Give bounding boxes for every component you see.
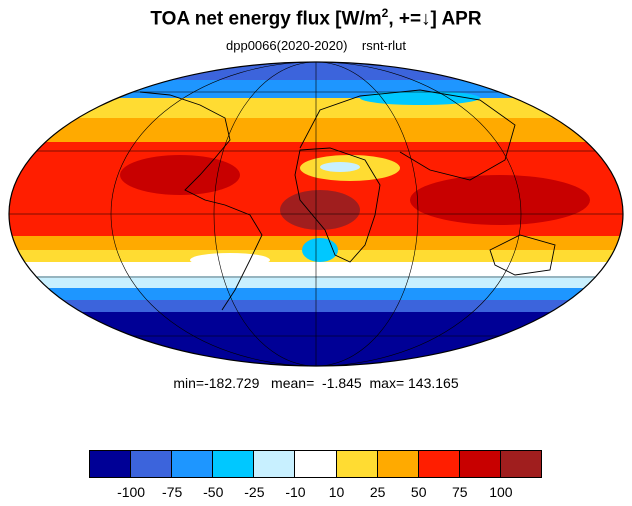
patch-east-pacific bbox=[120, 155, 240, 195]
patch-siberia bbox=[360, 91, 480, 105]
patch-south-pacific bbox=[190, 253, 270, 267]
colorbar-tick-label: 10 bbox=[328, 484, 345, 500]
coast-australia bbox=[489, 234, 556, 276]
colorbar-labels: -100 -75 -50 -25 -10 10 25 50 75 100 bbox=[0, 484, 632, 502]
colorbar-box bbox=[294, 450, 337, 478]
plot-title: TOA net energy flux [W/m2, +=↓] APR bbox=[150, 6, 482, 30]
colorbar-box bbox=[458, 450, 501, 478]
colorbar-box bbox=[417, 450, 460, 478]
colorbar-tick-label: -10 bbox=[285, 484, 306, 500]
coast-eurasia bbox=[299, 89, 516, 181]
coast-africa bbox=[294, 147, 381, 263]
patch-sahara-cool bbox=[320, 162, 360, 172]
colorbar-box bbox=[212, 450, 255, 478]
colorbar bbox=[89, 450, 543, 478]
coastlines bbox=[139, 89, 556, 311]
colorbar-box bbox=[171, 450, 214, 478]
flux-field bbox=[9, 62, 623, 366]
colorbar-box bbox=[130, 450, 173, 478]
colorbar-box bbox=[89, 450, 132, 478]
plot-subtitle: dpp0066(2020-2020) rsnt-rlut bbox=[226, 38, 406, 53]
colorbar-tick-label: 50 bbox=[410, 484, 427, 500]
colorbar-tick-label: -75 bbox=[162, 484, 183, 500]
colorbar-box bbox=[499, 450, 543, 478]
colorbar-box bbox=[376, 450, 419, 478]
statistics-line: min=-182.729 mean= -1.845 max= 143.165 bbox=[173, 375, 459, 391]
colorbar-box bbox=[335, 450, 378, 478]
colorbar-tick-label: 75 bbox=[452, 484, 468, 500]
patch-indo-pacific bbox=[410, 175, 590, 225]
patch-south-atlantic bbox=[302, 238, 338, 262]
colorbar-box bbox=[253, 450, 296, 478]
map-border bbox=[8, 61, 624, 367]
graticule bbox=[9, 62, 623, 366]
colorbar-tick-label: -25 bbox=[244, 484, 265, 500]
colorbar-tick-label: 100 bbox=[489, 484, 513, 500]
colorbar-tick-label: 25 bbox=[369, 484, 386, 500]
coast-south-america bbox=[221, 204, 263, 311]
coast-north-america bbox=[139, 91, 231, 206]
colorbar-tick-label: -100 bbox=[117, 484, 146, 500]
colorbar-tick-label: -50 bbox=[203, 484, 224, 500]
